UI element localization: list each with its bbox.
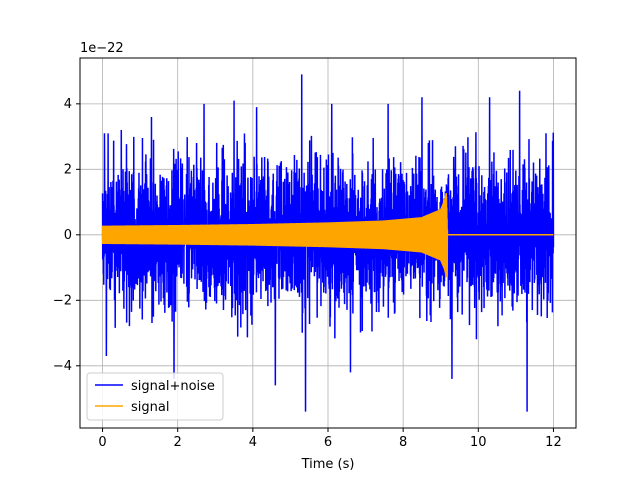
x-axis-label: Time (s) bbox=[301, 457, 355, 472]
x-tick-label: 10 bbox=[470, 435, 487, 450]
x-tick-label: 0 bbox=[98, 435, 106, 450]
y-tick-label: 0 bbox=[64, 228, 72, 243]
x-tick-label: 12 bbox=[545, 435, 562, 450]
y-tick-label: 4 bbox=[64, 97, 72, 112]
x-tick-label: 6 bbox=[324, 435, 332, 450]
x-tick-label: 2 bbox=[174, 435, 182, 450]
signal-series bbox=[101, 192, 554, 278]
y-tick-label: 2 bbox=[64, 162, 72, 177]
y-offset-text: 1e−22 bbox=[80, 41, 124, 56]
legend-label-signal-plus-noise: signal+noise bbox=[131, 379, 215, 394]
y-axis: −4 −2 0 2 4 bbox=[53, 97, 80, 374]
legend-label-signal: signal bbox=[131, 400, 169, 415]
x-tick-label: 8 bbox=[399, 435, 407, 450]
y-tick-label: −2 bbox=[53, 293, 72, 308]
y-tick-label: −4 bbox=[53, 359, 72, 374]
x-axis: 0 2 4 6 8 10 12 bbox=[98, 428, 562, 450]
x-tick-label: 4 bbox=[249, 435, 257, 450]
legend: signal+noise signal bbox=[86, 372, 224, 421]
